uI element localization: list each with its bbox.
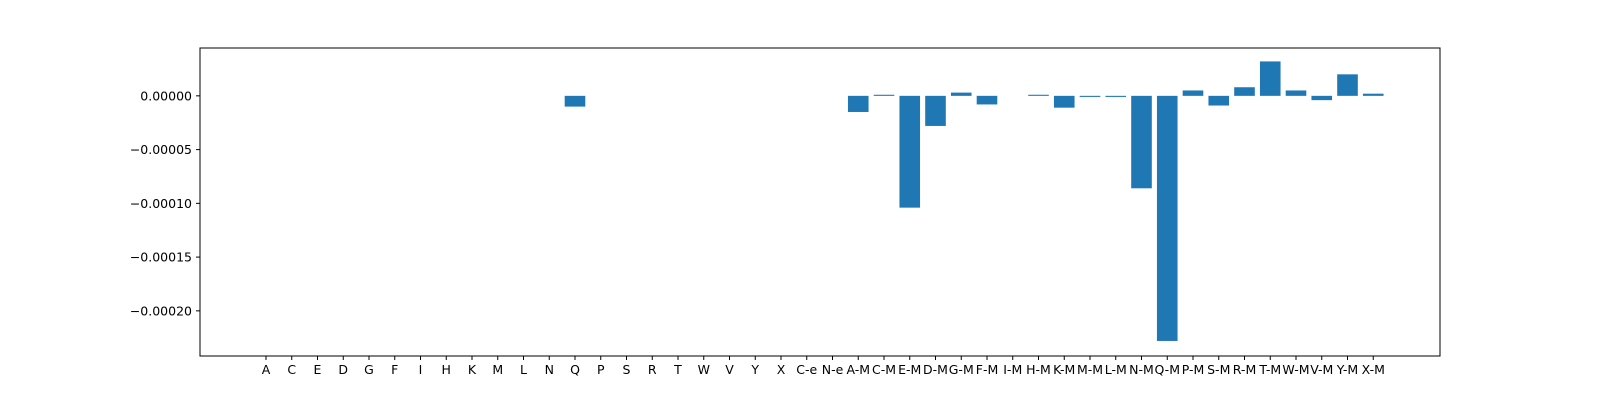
bar-D-M [925, 95, 946, 126]
x-tick-label: T-M [1258, 362, 1281, 377]
x-tick-label: M-M [1077, 362, 1103, 377]
x-tick-label: V-M [1310, 362, 1333, 377]
bar-H-M [1028, 94, 1049, 96]
x-axis: A C E D G F I H K M L N Q P S R T W V Y X C-e N-e A-M C-M E-M D-M G… [262, 356, 1385, 377]
x-tick-label: R-M [1233, 362, 1256, 377]
bar-V-M [1311, 95, 1333, 101]
x-tick-label: Q [570, 362, 580, 377]
x-tick-label: X [777, 362, 786, 377]
x-tick-label: N [545, 362, 554, 377]
bars-group [564, 61, 1384, 341]
x-tick-label: A-M [846, 362, 870, 377]
x-tick-label: X-M [1362, 362, 1385, 377]
x-tick-label: N-e [822, 362, 844, 377]
y-tick-label: −0.00005 [130, 142, 192, 157]
x-tick-label: E [314, 362, 322, 377]
x-tick-label: A [262, 362, 271, 377]
x-tick-label: M [492, 362, 503, 377]
x-tick-label: V [725, 362, 734, 377]
x-tick-label: K [468, 362, 477, 377]
x-tick-label: D [338, 362, 348, 377]
x-tick-label: F-M [976, 362, 999, 377]
plot-background [200, 48, 1440, 356]
bar-Q-M [1156, 95, 1178, 341]
bar-N-M [1131, 95, 1152, 189]
x-tick-label: C-M [872, 362, 896, 377]
x-tick-label: N-M [1129, 362, 1154, 377]
x-tick-label: C-e [796, 362, 817, 377]
x-tick-label: K-M [1053, 362, 1075, 377]
x-tick-label: S [623, 362, 631, 377]
bar-C-M [873, 94, 895, 96]
bar-X-M [1362, 93, 1384, 96]
x-tick-label: P-M [1182, 362, 1205, 377]
x-tick-label: Q-M [1155, 362, 1180, 377]
x-tick-label: C [287, 362, 296, 377]
bar-G-M [950, 92, 972, 96]
y-tick-label: 0.00000 [140, 88, 192, 103]
x-tick-label: F [391, 362, 398, 377]
bar-M-M [1079, 95, 1101, 97]
y-axis: 0.00000 −0.00005 −0.00010 −0.00015 −0.00020 [130, 88, 200, 318]
x-tick-label: W-M [1282, 362, 1309, 377]
plot-frame [199, 47, 1441, 357]
bar-R-M [1234, 87, 1255, 96]
bar-W-M [1285, 90, 1307, 96]
x-tick-label: T [673, 362, 682, 377]
x-tick-label: G [364, 362, 374, 377]
x-tick-label: H-M [1026, 362, 1051, 377]
bar-S-M [1208, 95, 1230, 106]
x-tick-label: H [442, 362, 451, 377]
bar-F-M [976, 95, 998, 105]
bar-L-M [1105, 95, 1127, 97]
bar-E-M [899, 95, 921, 208]
x-tick-label: Y-M [1336, 362, 1358, 377]
bar-P-M [1182, 90, 1204, 96]
x-tick-label: P [597, 362, 605, 377]
x-tick-label: G-M [949, 362, 974, 377]
x-tick-label: E-M [898, 362, 921, 377]
y-tick-label: −0.00015 [130, 250, 192, 265]
x-tick-label: L [520, 362, 527, 377]
bar-Y-M [1337, 74, 1358, 96]
x-tick-label: W [698, 362, 710, 377]
x-tick-label: S-M [1207, 362, 1230, 377]
x-tick-label: I-M [1003, 362, 1022, 377]
y-tick-label: −0.00010 [130, 196, 192, 211]
x-tick-label: Y [750, 362, 759, 377]
y-tick-label: −0.00020 [130, 303, 192, 318]
x-tick-label: I [419, 362, 423, 377]
bar-T-M [1259, 61, 1281, 96]
bar-Q [564, 95, 586, 107]
bar-A-M [847, 95, 869, 112]
x-tick-label: R [648, 362, 657, 377]
bar-K-M [1053, 95, 1075, 108]
x-tick-label: L-M [1105, 362, 1127, 377]
x-tick-label: D-M [923, 362, 948, 377]
